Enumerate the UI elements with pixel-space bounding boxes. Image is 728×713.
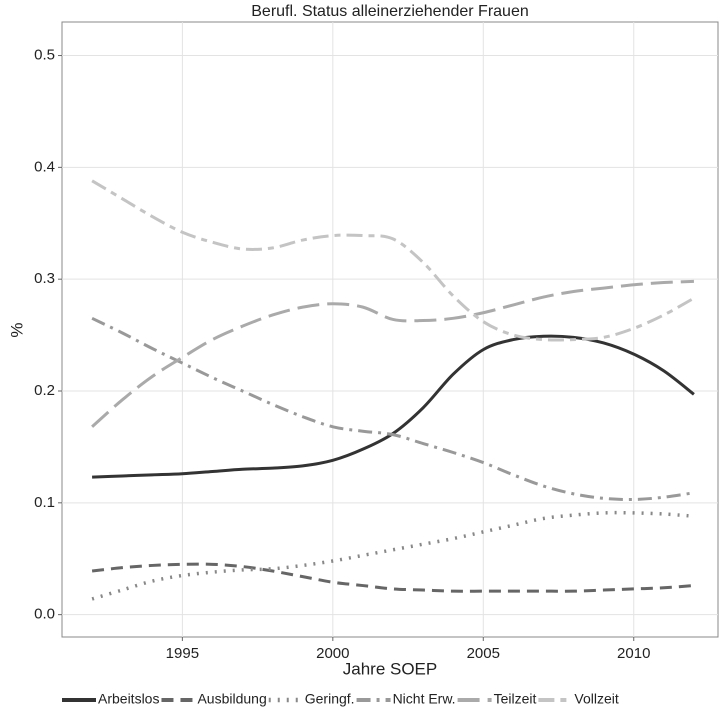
y-axis-label: % <box>7 322 26 337</box>
x-tick-label: 2010 <box>617 645 650 662</box>
chart-title: Berufl. Status alleinerziehender Frauen <box>251 3 529 20</box>
legend-label: Arbeitslos <box>98 691 159 707</box>
y-tick-label: 0.4 <box>34 158 55 175</box>
y-tick-label: 0.3 <box>34 270 55 287</box>
y-tick-label: 0.0 <box>34 606 55 623</box>
series-line <box>91 179 695 342</box>
x-tick-label: 2005 <box>467 645 500 662</box>
y-tick-label: 0.1 <box>34 494 55 511</box>
plot-panel <box>61 21 719 638</box>
series-line <box>91 316 695 502</box>
y-tick-label: 0.2 <box>34 382 55 399</box>
x-axis-label: Jahre SOEP <box>343 659 438 678</box>
legend-label: Nicht Erw. <box>393 691 456 707</box>
y-tick-label: 0.5 <box>34 47 55 64</box>
x-tick-label: 2000 <box>316 645 349 662</box>
series-line <box>91 562 695 593</box>
legend-label: Ausbildung <box>197 691 266 707</box>
legend-label: Vollzeit <box>574 691 618 707</box>
legend-label: Geringf. <box>305 691 355 707</box>
legend-label: Teilzeit <box>494 691 537 707</box>
series-line <box>91 279 694 428</box>
x-tick-label: 1995 <box>166 645 199 662</box>
